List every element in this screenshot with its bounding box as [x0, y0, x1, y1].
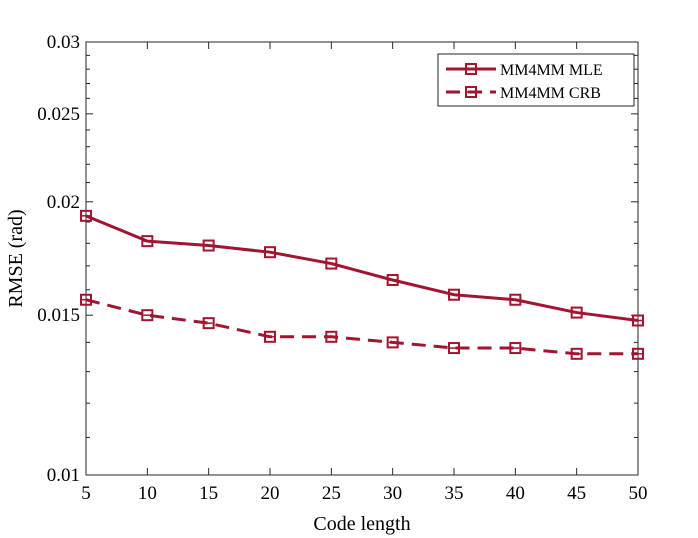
major-ticks — [85, 41, 639, 476]
data-point — [386, 274, 399, 287]
data-point — [264, 246, 276, 259]
legend-entry: MM4MM MLE — [446, 62, 603, 79]
series-mm4mm-mle — [80, 209, 644, 327]
data-point — [141, 309, 154, 322]
data-point — [141, 235, 154, 248]
series-mm4mm-crb — [80, 293, 644, 360]
data-point — [80, 209, 92, 222]
x-tick-label: 20 — [261, 483, 280, 504]
y-tick-label: 0.015 — [37, 305, 80, 326]
data-point — [632, 314, 644, 327]
legend-entry: MM4MM CRB — [446, 85, 601, 102]
legend-label: MM4MM CRB — [500, 85, 601, 102]
data-point — [570, 306, 583, 319]
series-line — [85, 298, 638, 356]
data-point — [202, 239, 215, 252]
data-point — [325, 330, 338, 343]
legend-marker — [465, 86, 477, 98]
legend-label: MM4MM MLE — [500, 62, 603, 79]
y-tick-label: 0.025 — [37, 104, 80, 125]
data-point — [80, 293, 92, 306]
plot-frame — [85, 41, 639, 476]
y-tick-label: 0.01 — [47, 465, 80, 486]
x-tick-label: 15 — [199, 483, 218, 504]
data-point — [570, 347, 583, 360]
x-tick-label: 25 — [322, 483, 341, 504]
x-tick-label: 10 — [138, 483, 157, 504]
data-point — [325, 257, 338, 270]
x-tick-label: 50 — [629, 483, 648, 504]
legend-entries: MM4MM MLE MM4MM CRB — [446, 62, 603, 102]
data-point — [632, 347, 644, 360]
x-tick-label: 35 — [445, 483, 464, 504]
x-tick-label: 30 — [383, 483, 402, 504]
data-point — [448, 342, 460, 355]
y-axis-label: RMSE (rad) — [5, 209, 27, 307]
x-tick-label: 40 — [506, 483, 525, 504]
legend-marker — [465, 63, 477, 75]
x-tick-label: 5 — [81, 483, 91, 504]
x-axis-label: Code length — [313, 513, 410, 535]
legend: MM4MM MLE MM4MM CRB — [437, 53, 635, 107]
x-tick-label: 45 — [567, 483, 586, 504]
data-point — [509, 293, 522, 306]
y-tick-label: 0.03 — [47, 32, 80, 53]
series-line — [85, 214, 639, 322]
data-point — [448, 288, 460, 301]
y-tick-label: 0.02 — [47, 192, 80, 213]
data-point — [509, 342, 522, 355]
data-point — [386, 336, 399, 349]
data-point — [264, 330, 276, 343]
minor-ticks — [86, 54, 638, 438]
series-layer — [80, 209, 644, 360]
tick-labels: 0.01 0.015 0.02 0.025 0.03 5 10 15 20 25 30 35 40 45 5… — [37, 32, 647, 504]
data-point — [202, 317, 215, 330]
